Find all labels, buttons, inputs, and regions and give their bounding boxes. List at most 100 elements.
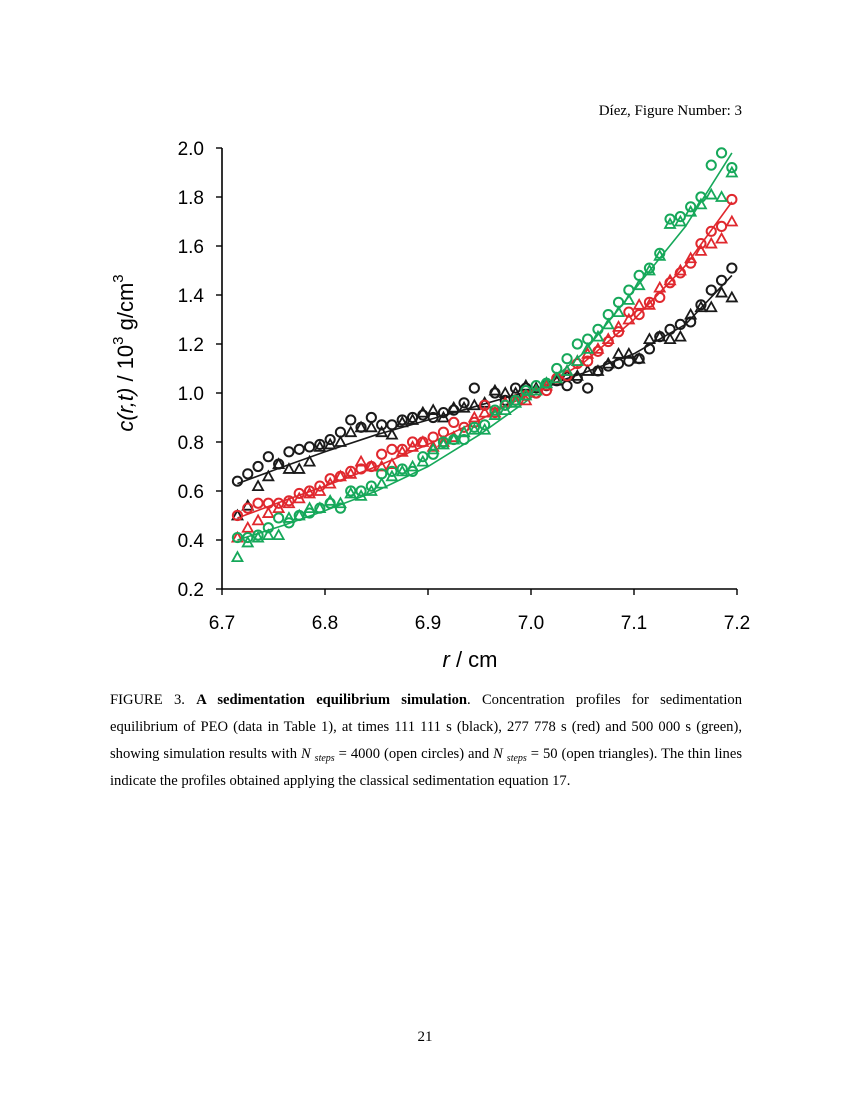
data-point-triangle <box>601 332 615 345</box>
data-point-triangle <box>333 469 347 482</box>
data-point-triangle <box>591 364 605 376</box>
data-point-triangle <box>704 236 718 249</box>
data-point-triangle <box>642 332 656 345</box>
data-point-triangle <box>333 496 347 509</box>
series-group <box>231 262 738 487</box>
data-point-triangle <box>323 493 337 506</box>
data-point-circle <box>674 211 686 223</box>
x-tick-label: 7.0 <box>518 613 544 634</box>
fit-lines <box>237 152 733 541</box>
data-point-circle <box>303 441 316 453</box>
y-axis-label-exp2: 3 <box>110 274 127 282</box>
y-axis-label: c(r,t) / 103 g/cm3 <box>110 274 138 431</box>
y-tick-label: 2.0 <box>178 139 204 160</box>
data-point-triangle <box>519 388 533 401</box>
data-point-triangle <box>684 204 698 217</box>
data-point-triangle <box>303 501 317 514</box>
data-point-circle <box>695 237 707 250</box>
data-point-triangle <box>642 263 656 276</box>
data-point-triangle <box>251 530 265 543</box>
data-point-circle <box>623 355 635 367</box>
data-point-circle <box>633 309 645 321</box>
data-point-triangle <box>725 214 739 227</box>
data-point-triangle <box>344 425 358 438</box>
data-point-circle <box>643 296 656 308</box>
data-point-circle <box>489 404 501 416</box>
caption-label: FIGURE 3. <box>110 692 185 708</box>
data-point-triangle <box>715 231 729 244</box>
data-point-circle <box>705 225 717 237</box>
x-tick-label: 6.9 <box>415 613 441 634</box>
data-point-triangle <box>488 408 502 420</box>
data-point-triangle <box>612 346 626 359</box>
y-tick-label: 1.4 <box>178 286 205 307</box>
data-point-circle <box>386 443 398 455</box>
data-point-circle <box>252 460 264 473</box>
data-point-triangle <box>478 405 492 418</box>
data-point-triangle <box>364 459 378 472</box>
data-point-circle <box>262 451 274 463</box>
data-point-circle <box>231 531 244 544</box>
x-tick-label: 6.7 <box>209 613 235 634</box>
data-point-circle <box>396 463 408 475</box>
data-point-triangle <box>715 285 729 298</box>
data-point-triangle <box>230 550 244 563</box>
data-point-triangle <box>663 217 677 229</box>
data-point-triangle <box>673 214 687 227</box>
data-point-triangle <box>313 440 327 452</box>
data-point-circle <box>273 497 285 509</box>
data-point-circle <box>283 495 295 507</box>
data-point-circle <box>355 463 367 475</box>
data-point-circle <box>314 480 326 492</box>
data-point-circle <box>468 382 480 394</box>
data-point-triangle <box>612 319 626 332</box>
data-point-circle <box>283 446 295 458</box>
data-point-triangle <box>261 506 275 518</box>
data-point-circle <box>695 191 707 203</box>
data-point-circle <box>242 502 254 514</box>
caption-subscript-1: steps <box>314 753 335 764</box>
chart-axes <box>216 147 738 595</box>
x-tick-label: 7.1 <box>621 613 647 634</box>
y-tick-label: 1.6 <box>178 237 204 258</box>
data-point-circle <box>345 465 357 477</box>
data-point-triangle <box>673 329 687 342</box>
data-point-triangle <box>529 383 543 396</box>
data-point-triangle <box>673 263 687 276</box>
data-point-circle <box>509 382 522 394</box>
data-point-circle <box>468 421 480 433</box>
data-point-circle <box>293 443 305 455</box>
data-point-triangle <box>478 422 492 435</box>
data-point-triangle <box>581 342 595 354</box>
data-point-triangle <box>323 476 337 489</box>
data-point-triangle <box>385 457 399 469</box>
data-point-circle <box>365 480 377 492</box>
data-point-triangle <box>529 381 543 394</box>
data-point-triangle <box>684 251 698 264</box>
data-point-triangle <box>663 332 677 345</box>
data-point-circle <box>262 522 274 534</box>
data-point-circle <box>705 159 717 171</box>
data-point-triangle <box>375 476 389 489</box>
data-point-triangle <box>344 466 358 479</box>
page-header: Díez, Figure Number: 3 <box>598 103 742 119</box>
data-point-triangle <box>663 273 677 286</box>
y-tick-label: 0.4 <box>178 531 205 552</box>
caption-n-symbol-2: N <box>493 746 503 762</box>
data-point-circle <box>252 529 264 541</box>
data-point-triangle <box>406 459 420 472</box>
data-point-triangle <box>313 501 327 514</box>
data-point-circle <box>674 318 686 330</box>
caption-n-symbol-1: N <box>300 746 311 762</box>
data-point-circle <box>726 193 738 206</box>
data-point-circle <box>685 201 697 213</box>
data-point-triangle <box>406 413 420 425</box>
data-point-triangle <box>622 312 636 325</box>
x-tick-label: 7.2 <box>724 613 750 634</box>
data-point-triangle <box>570 368 584 381</box>
data-point-triangle <box>591 329 605 342</box>
data-point-circle <box>479 419 491 431</box>
data-point-triangle <box>642 297 656 310</box>
y-tick-label: 0.6 <box>178 482 204 503</box>
data-point-triangle <box>694 244 708 256</box>
